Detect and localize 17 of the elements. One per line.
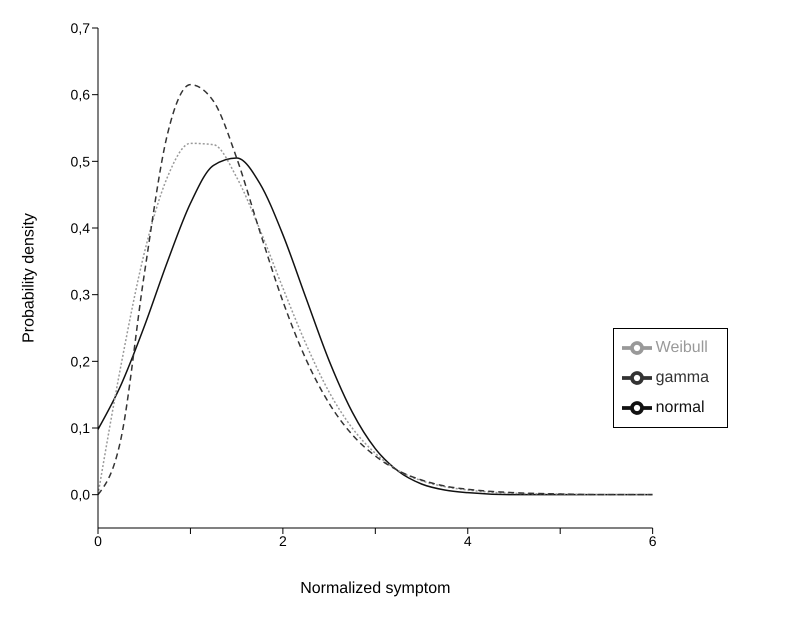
- x-axis-title: Normalized symptom: [300, 580, 450, 597]
- y-tick-label: 0,1: [70, 420, 90, 436]
- x-tick-label: 4: [464, 532, 472, 549]
- y-tick-label: 0,7: [70, 20, 90, 36]
- legend-label: Weibull: [656, 339, 708, 356]
- x-tick-label: 2: [278, 532, 287, 549]
- legend-label: gamma: [656, 369, 709, 386]
- y-axis-title: Probability density: [20, 213, 38, 343]
- y-tick-label: 0,4: [70, 220, 90, 236]
- legend-label: normal: [656, 399, 705, 416]
- y-tick-label: 0,2: [70, 353, 90, 370]
- y-tick-label: 0,6: [70, 86, 90, 103]
- x-tick-label: 0: [94, 532, 102, 549]
- y-tick-label: 0,5: [70, 153, 90, 170]
- y-tick-label: 0,3: [70, 286, 90, 303]
- x-tick-label: 6: [648, 532, 657, 549]
- y-tick-label: 0,0: [70, 486, 90, 503]
